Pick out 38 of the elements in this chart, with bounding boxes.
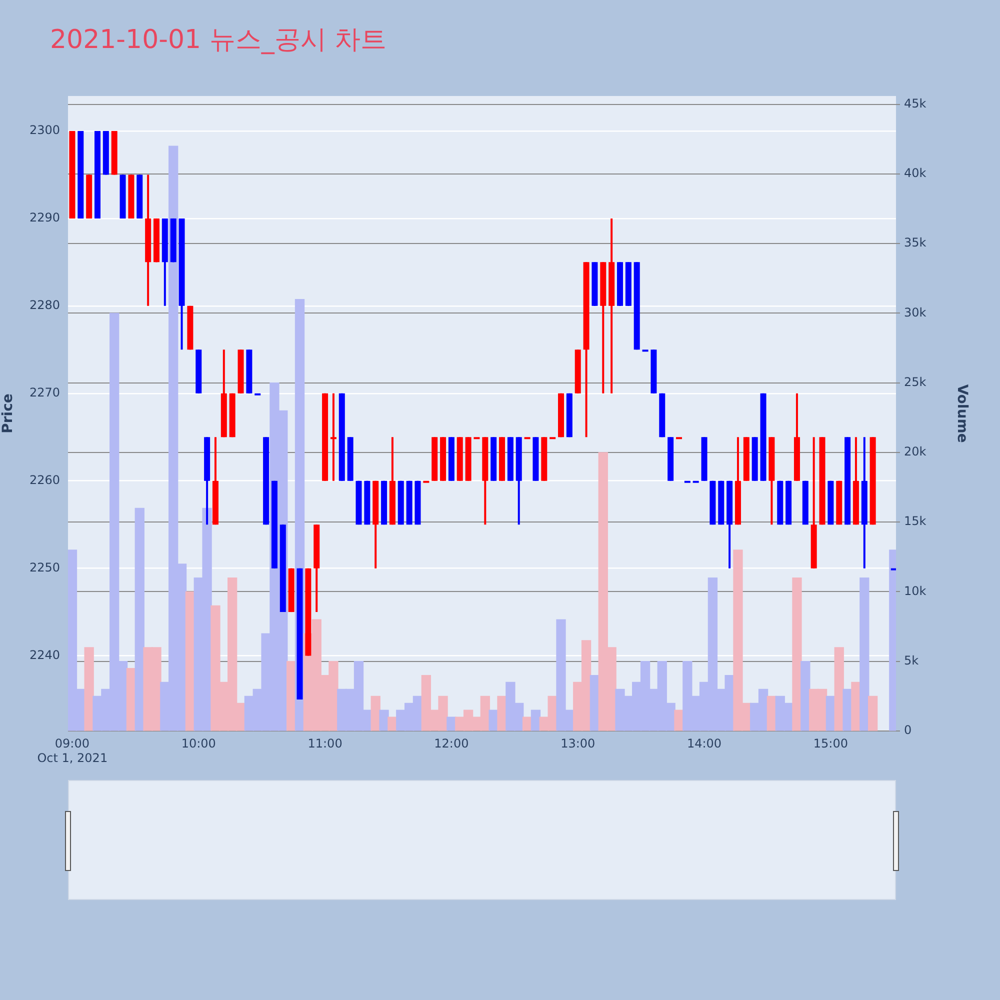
- y-tick-label: 2240: [29, 648, 60, 662]
- bar: [792, 577, 802, 731]
- y-tick-label: 2280: [29, 298, 60, 312]
- y2-tick-label: 30k: [904, 305, 926, 320]
- y2-tick-label: 25k: [904, 374, 926, 389]
- bar: [834, 647, 844, 731]
- y-tick-label: 2270: [29, 386, 60, 400]
- y-tick-label: 2260: [29, 472, 60, 487]
- y2-tick-label: 45k: [904, 96, 926, 110]
- bar: [860, 577, 870, 731]
- candlestick: [330, 392, 336, 482]
- x-tick-label: 15:00: [813, 736, 848, 750]
- x-tick-label: 09:00: [54, 736, 90, 750]
- y2-tick-label: 5k: [904, 654, 919, 668]
- bar: [800, 661, 810, 731]
- x-tick-label: 10:00: [181, 736, 216, 750]
- y-tick-label: 2250: [29, 560, 60, 574]
- y2-tick-label: 0: [904, 723, 912, 738]
- y-axis-title: Price: [0, 394, 16, 434]
- x-tick-label: 13:00: [560, 736, 596, 750]
- x-tick-label: 11:00: [308, 736, 342, 750]
- bar: [134, 508, 144, 731]
- chart-title: 2021-10-01 뉴스_공시 차트: [50, 24, 387, 57]
- y-tick-label: 2300: [29, 123, 60, 138]
- y-tick-label: 2290: [29, 210, 60, 225]
- bar: [868, 696, 878, 731]
- bar: [84, 647, 94, 731]
- text: Oct 1, 2021: [37, 751, 108, 766]
- bar: [530, 710, 541, 731]
- x-tick-label: 12:00: [434, 736, 469, 750]
- y2-tick-label: 15k: [904, 514, 926, 528]
- y2-tick-label: 10k: [904, 584, 926, 598]
- bar: [522, 716, 532, 731]
- y2-tick-label: 20k: [904, 444, 926, 459]
- y2-tick-label: 40k: [904, 166, 926, 180]
- x-tick-label: 14:00: [686, 736, 722, 750]
- y2-tick-label: 35k: [904, 236, 926, 250]
- y2-axis-title: Volume: [954, 384, 970, 443]
